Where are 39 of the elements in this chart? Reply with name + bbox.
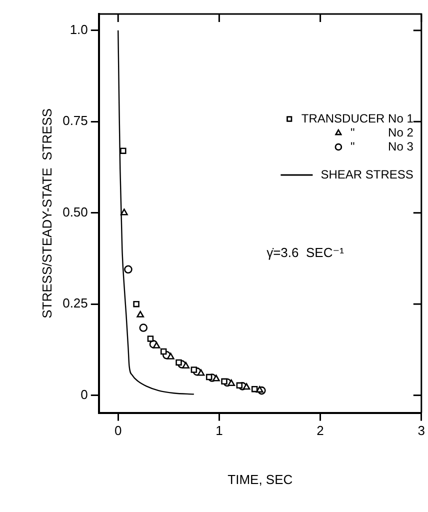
- annotation: γ̇=3.6 SEC⁻¹: [266, 244, 345, 260]
- x-tick-label: 2: [316, 423, 324, 438]
- point: [166, 352, 174, 360]
- y-tick-label: 0.50: [62, 204, 88, 220]
- point: [190, 366, 198, 373]
- point: [242, 383, 250, 390]
- point: [120, 148, 126, 154]
- point: [182, 362, 190, 368]
- point: [256, 386, 264, 393]
- point: [136, 310, 144, 318]
- point: [251, 386, 258, 392]
- x-tick-label: 0: [114, 423, 122, 438]
- point: [120, 208, 128, 216]
- point: [160, 348, 167, 355]
- point: [236, 382, 243, 389]
- y-tick-label: 0.25: [62, 296, 88, 311]
- x-tick-label: 3: [418, 423, 425, 438]
- y-tick-label: 0: [80, 386, 88, 402]
- point: [124, 265, 132, 274]
- point: [212, 374, 220, 382]
- x-axis-title: TIME, SEC: [228, 472, 293, 487]
- point: [176, 359, 182, 366]
- point: [197, 369, 205, 376]
- point: [133, 300, 140, 308]
- legend-label: " No 3: [350, 139, 414, 154]
- point: [206, 374, 212, 380]
- point: [147, 336, 154, 342]
- point: [152, 342, 160, 348]
- y-tick-label: 1.0: [70, 22, 88, 37]
- legend-label: " No 2: [350, 125, 414, 140]
- y-axis-title: STRESS/STEADY-STATE STRESS: [39, 108, 54, 318]
- point: [139, 324, 148, 332]
- legend-label: TRANSDUCER No 1: [301, 111, 414, 126]
- point: [221, 378, 228, 385]
- line-series: [118, 30, 195, 395]
- y-tick-label: 0.75: [62, 113, 88, 128]
- x-tick-label: 1: [216, 423, 223, 438]
- point: [228, 379, 236, 386]
- legend-label: SHEAR STRESS: [320, 167, 414, 182]
